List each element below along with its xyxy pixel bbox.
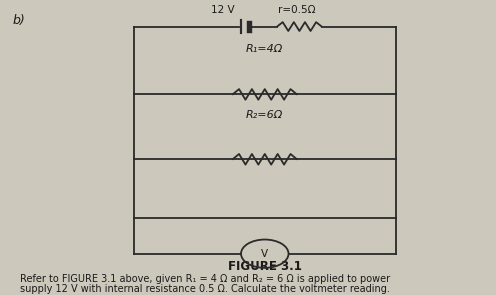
- Text: r=0.5Ω: r=0.5Ω: [278, 5, 315, 15]
- Text: b): b): [12, 14, 25, 27]
- Text: R₂=6Ω: R₂=6Ω: [246, 110, 283, 120]
- Text: V: V: [261, 249, 268, 259]
- Text: FIGURE 3.1: FIGURE 3.1: [228, 260, 302, 273]
- Text: Refer to FIGURE 3.1 above, given R₁ = 4 Ω and R₂ = 6 Ω is applied to power: Refer to FIGURE 3.1 above, given R₁ = 4 …: [20, 274, 390, 284]
- Text: supply 12 V with internal resistance 0.5 Ω. Calculate the voltmeter reading.: supply 12 V with internal resistance 0.5…: [20, 283, 390, 294]
- Text: 12 V: 12 V: [211, 5, 235, 15]
- Text: R₁=4Ω: R₁=4Ω: [246, 44, 283, 54]
